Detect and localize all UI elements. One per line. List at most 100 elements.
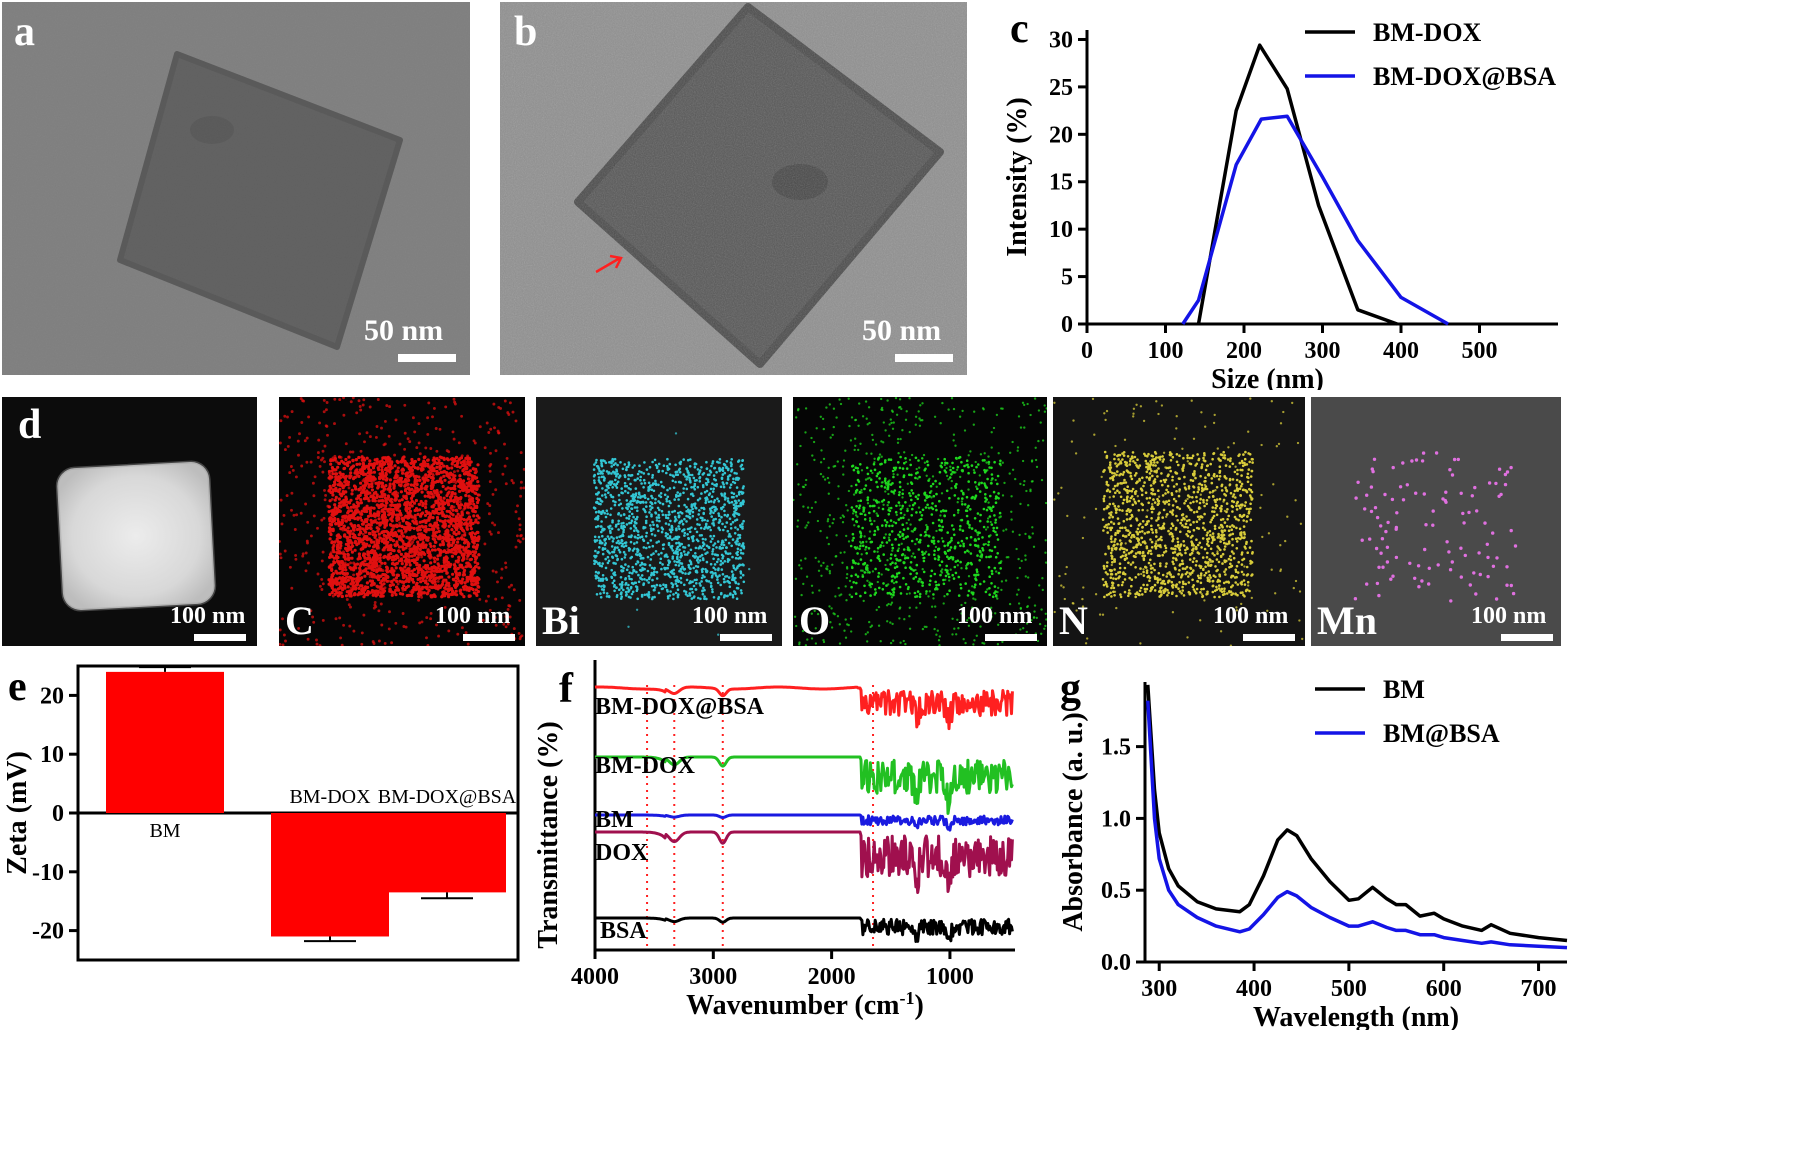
y-axis-label: Zeta (mV) <box>2 751 33 875</box>
scalebar-n <box>1243 634 1295 641</box>
x-tick-label: 2000 <box>808 964 856 990</box>
x-tick-label: 1000 <box>926 964 974 990</box>
x-tick-label: 700 <box>1521 976 1557 1002</box>
spectrum-0 <box>594 685 1014 731</box>
element-label-c: C <box>285 598 314 643</box>
legend-label-0: BM <box>1383 675 1425 704</box>
element-label-n: N <box>1059 598 1088 643</box>
scalebar-label-c: 100 nm <box>435 603 511 629</box>
y-tick-label: 25 <box>1049 75 1073 101</box>
tem-image-a: a 50 nm <box>2 2 470 375</box>
y-tick-label: 15 <box>1049 170 1073 196</box>
x-tick-label: 400 <box>1383 338 1419 364</box>
x-tick-label: 0 <box>1081 338 1093 364</box>
y-tick-label: 0 <box>52 801 64 827</box>
spectrum-label-2: BM <box>595 807 634 833</box>
x-tick-label: 4000 <box>571 964 619 990</box>
y-tick-label: 30 <box>1049 27 1073 53</box>
eds-dots <box>1353 451 1518 603</box>
y-tick-label: 20 <box>40 683 64 709</box>
eds-dots <box>793 397 1047 646</box>
panel-label-a: a <box>14 9 35 55</box>
y-axis-label: Intensity (%) <box>1002 97 1033 256</box>
x-tick-label: 300 <box>1305 338 1341 364</box>
scalebar-label-a: 50 nm <box>364 314 444 347</box>
spectrum-2 <box>594 813 1014 832</box>
y-tick-label: 1.0 <box>1101 806 1131 832</box>
tem-image-b: b 50 nm <box>500 2 967 375</box>
chart-c: c 0 100 200 300 400 500 0 5 10 15 20 25 30 Size (nm) In… <box>1002 6 1558 390</box>
spectrum-label-3: DOX <box>595 840 649 866</box>
element-label-o: O <box>799 598 831 643</box>
eds-dots <box>592 432 751 636</box>
y-tick-label: 5 <box>1061 265 1073 291</box>
scalebar-label-mn: 100 nm <box>1471 603 1547 629</box>
eds-map-o: O 100 nm <box>793 397 1047 646</box>
x-tick-label: 300 <box>1141 976 1177 1002</box>
x-tick-label: 100 <box>1148 338 1184 364</box>
eds-map-c: C 100 nm <box>279 397 525 646</box>
panel-label-f: f <box>559 666 574 712</box>
x-axis-label: Wavenumber (cm-1) <box>686 988 924 1021</box>
panel-label-b: b <box>514 9 538 55</box>
arrow-indicator <box>595 254 623 274</box>
tem-particle-a <box>2 2 470 375</box>
x-tick-label: 600 <box>1426 976 1462 1002</box>
element-label-mn: Mn <box>1317 598 1377 643</box>
y-axis-label: Transmittance (%) <box>533 721 564 948</box>
spectrum-label-0: BM-DOX@BSA <box>595 694 765 720</box>
series-line-0 <box>1196 43 1398 326</box>
bar-0 <box>106 671 224 813</box>
y-tick-label: 0.5 <box>1101 878 1131 904</box>
x-tick-label: 3000 <box>689 964 737 990</box>
scalebar-o <box>985 634 1037 641</box>
series-line-0 <box>1146 684 1568 943</box>
scalebar-mn <box>1501 634 1553 641</box>
y-tick-label: 10 <box>40 742 64 768</box>
panel-label-g: g <box>1060 666 1081 712</box>
chart-g: g 300 400 500 600 700 0.0 0.5 1.0 1.5 Wavelength (… <box>1058 666 1568 1030</box>
eds-map-mn: Mn 100 nm <box>1311 397 1561 646</box>
chart-f: f 4000 3000 2000 1000 BM-DOX@BSA BM-DOX BM DOX BS… <box>533 660 1015 1021</box>
scalebar-label-haadf: 100 nm <box>170 603 246 629</box>
panel-label-d: d <box>18 402 42 448</box>
category-label-0: BM <box>149 820 180 842</box>
scalebar-b <box>895 354 953 362</box>
chart-e: e -20 -10 0 10 20 BM BM-DOX BM-DOX@BSA Zeta (mV) <box>2 664 520 962</box>
y-tick-label: 10 <box>1049 217 1073 243</box>
y-tick-label: 0.0 <box>1101 950 1131 976</box>
scalebar-label-bi: 100 nm <box>692 603 768 629</box>
haadf-image: d 100 nm <box>2 397 257 646</box>
eds-map-n: N 100 nm <box>1053 397 1305 646</box>
eds-map-bi: Bi 100 nm <box>536 397 782 646</box>
spectrum-label-1: BM-DOX <box>595 753 696 779</box>
y-tick-label: -20 <box>32 919 64 945</box>
y-tick-label: 1.5 <box>1101 735 1131 761</box>
series-line-1 <box>1146 700 1568 950</box>
x-tick-label: 500 <box>1331 976 1367 1002</box>
x-tick-label: 400 <box>1236 976 1272 1002</box>
x-tick-label: 500 <box>1462 338 1498 364</box>
legend-label-1: BM@BSA <box>1383 719 1500 748</box>
bar-1 <box>271 813 389 937</box>
category-label-1: BM-DOX <box>289 786 371 808</box>
legend-label-0: BM-DOX <box>1373 18 1482 47</box>
eds-dots <box>279 397 525 646</box>
series-line-1 <box>1181 114 1449 326</box>
spectrum-4 <box>594 916 1014 943</box>
scalebar-haadf <box>194 634 246 641</box>
panel-label-e: e <box>8 664 27 710</box>
y-tick-label: 20 <box>1049 122 1073 148</box>
bar-2 <box>388 813 506 893</box>
tem-particle-b <box>500 2 967 375</box>
scalebar-label-n: 100 nm <box>1213 603 1289 629</box>
x-tick-label: 200 <box>1226 338 1262 364</box>
scalebar-label-b: 50 nm <box>862 314 942 347</box>
category-label-2: BM-DOX@BSA <box>378 786 517 808</box>
scalebar-bi <box>720 634 772 641</box>
y-tick-label: -10 <box>32 860 64 886</box>
eds-dots <box>1053 397 1304 646</box>
y-tick-label: 0 <box>1061 312 1073 338</box>
y-axis-label: Absorbance (a. u.) <box>1058 712 1089 931</box>
spectrum-label-4: BSA <box>600 918 647 944</box>
